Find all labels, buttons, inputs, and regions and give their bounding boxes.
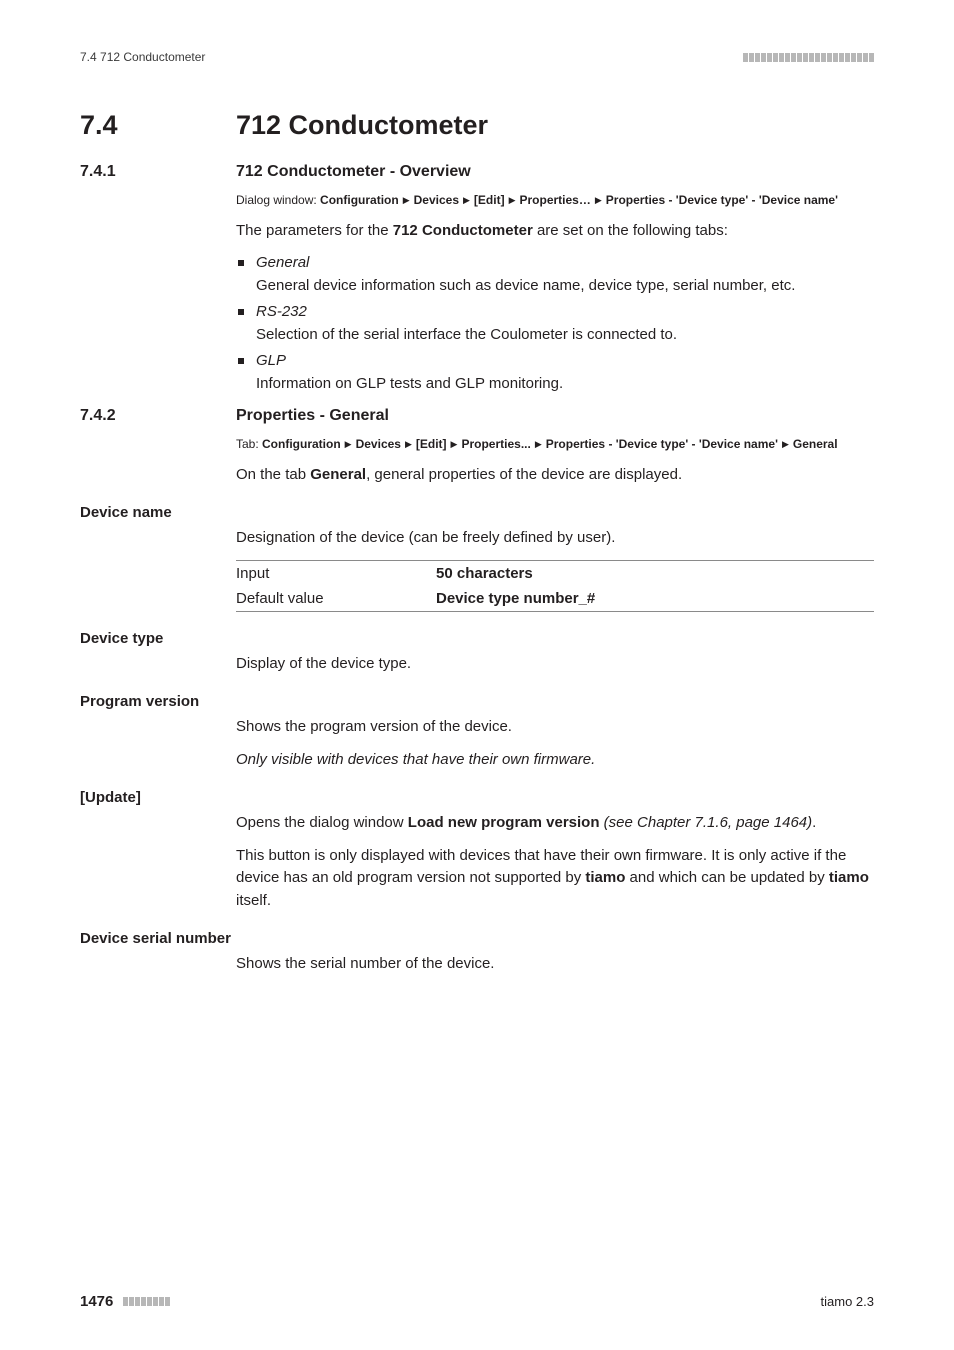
field-desc: Shows the serial number of the device. [236, 953, 874, 976]
tabs-list: General General device information such … [238, 252, 874, 395]
heading-number: 7.4.2 [80, 407, 200, 425]
breadcrumb-item: Properties... [461, 437, 530, 451]
intro-paragraph-741: The parameters for the 712 Conductometer… [236, 220, 874, 243]
list-item: General General device information such … [238, 252, 874, 297]
bullet-icon [238, 260, 244, 266]
list-item-body: Selection of the serial interface the Co… [256, 326, 677, 343]
field-desc: Display of the device type. [236, 653, 874, 676]
text: are set on the following tabs: [533, 222, 728, 239]
field-note: Only visible with devices that have thei… [236, 749, 874, 772]
text: On the tab [236, 466, 310, 483]
table-row: Input 50 characters [236, 561, 874, 586]
heading-7-4-1: 7.4.1 712 Conductometer - Overview [80, 163, 874, 181]
table-row: Default value Device type number_# [236, 586, 874, 611]
list-item-body: Information on GLP tests and GLP monitor… [256, 375, 563, 392]
table-cell-value: Device type number_# [436, 586, 595, 611]
heading-7-4: 7.4 712 Conductometer [80, 110, 874, 141]
page-footer: 1476 tiamo 2.3 [80, 1293, 874, 1310]
table-cell-value: 50 characters [436, 561, 533, 586]
update-paragraph-2: This button is only displayed with devic… [236, 845, 874, 913]
breadcrumb-item: General [793, 437, 838, 451]
page-number: 1476 [80, 1293, 113, 1310]
breadcrumb-label: Dialog window: [236, 193, 320, 207]
field-label-update: [Update] [80, 789, 874, 806]
update-paragraph-1: Opens the dialog window Load new program… [236, 812, 874, 835]
intro-paragraph-742: On the tab General, general properties o… [236, 464, 874, 487]
field-label-device-name: Device name [80, 504, 874, 521]
field-label-device-type: Device type [80, 630, 874, 647]
list-item-head: GLP [256, 352, 286, 369]
chevron-right-icon: ▶ [451, 438, 458, 452]
list-item-body: General device information such as devic… [256, 277, 795, 294]
footer-ornament [123, 1297, 170, 1306]
breadcrumb-item: Properties - 'Device type' - 'Device nam… [546, 437, 778, 451]
heading-title: 712 Conductometer [236, 110, 488, 141]
chevron-right-icon: ▶ [463, 194, 470, 208]
text-bold: General [310, 466, 366, 483]
text: , general properties of the device are d… [366, 466, 682, 483]
breadcrumb-item: Properties - 'Device type' - 'Device nam… [606, 193, 838, 207]
text: itself. [236, 892, 271, 909]
list-item-head: RS-232 [256, 303, 307, 320]
field-desc: Designation of the device (can be freely… [236, 527, 874, 550]
chevron-right-icon: ▶ [405, 438, 412, 452]
breadcrumb-item: Configuration [262, 437, 341, 451]
field-label-program-version: Program version [80, 693, 874, 710]
header-left: 7.4 712 Conductometer [80, 50, 205, 64]
chevron-right-icon: ▶ [535, 438, 542, 452]
heading-7-4-2: 7.4.2 Properties - General [80, 407, 874, 425]
properties-table: Input 50 characters Default value Device… [236, 560, 874, 612]
heading-number: 7.4.1 [80, 163, 200, 181]
bullet-icon [238, 309, 244, 315]
breadcrumb-item: Devices [356, 437, 401, 451]
breadcrumb-item: [Edit] [416, 437, 447, 451]
list-item: GLP Information on GLP tests and GLP mon… [238, 350, 874, 395]
chevron-right-icon: ▶ [595, 194, 602, 208]
text: . [812, 814, 816, 831]
table-cell-key: Default value [236, 586, 436, 611]
breadcrumb-item: Configuration [320, 193, 399, 207]
list-item-head: General [256, 254, 309, 271]
table-cell-key: Input [236, 561, 436, 586]
field-desc: Shows the program version of the device. [236, 716, 874, 739]
chevron-right-icon: ▶ [509, 194, 516, 208]
text: The parameters for the [236, 222, 393, 239]
text: and which can be updated by [625, 869, 828, 886]
text-bold: tiamo [829, 869, 869, 886]
footer-right: tiamo 2.3 [821, 1294, 874, 1309]
chevron-right-icon: ▶ [345, 438, 352, 452]
bullet-icon [238, 358, 244, 364]
header-ornament [743, 53, 874, 62]
text-italic: (see Chapter 7.1.6, page 1464) [600, 814, 813, 831]
breadcrumb-label: Tab: [236, 437, 262, 451]
heading-title: Properties - General [236, 407, 389, 425]
heading-number: 7.4 [80, 110, 200, 141]
chevron-right-icon: ▶ [403, 194, 410, 208]
heading-title: 712 Conductometer - Overview [236, 163, 471, 181]
running-header: 7.4 712 Conductometer [80, 50, 874, 64]
breadcrumb-item: [Edit] [474, 193, 505, 207]
breadcrumb-item: Properties… [520, 193, 591, 207]
breadcrumb-742: Tab: Configuration▶Devices▶[Edit]▶Proper… [236, 435, 874, 454]
text: Opens the dialog window [236, 814, 408, 831]
text-bold: Load new program version [408, 814, 600, 831]
chevron-right-icon: ▶ [782, 438, 789, 452]
text-bold: 712 Conductometer [393, 222, 533, 239]
breadcrumb-741: Dialog window: Configuration ▶ Devices ▶ [Ed… [236, 191, 874, 210]
footer-left: 1476 [80, 1293, 170, 1310]
breadcrumb-item: Devices [414, 193, 459, 207]
list-item: RS-232 Selection of the serial interface… [238, 301, 874, 346]
field-label-device-serial-number: Device serial number [80, 930, 874, 947]
text-bold: tiamo [585, 869, 625, 886]
